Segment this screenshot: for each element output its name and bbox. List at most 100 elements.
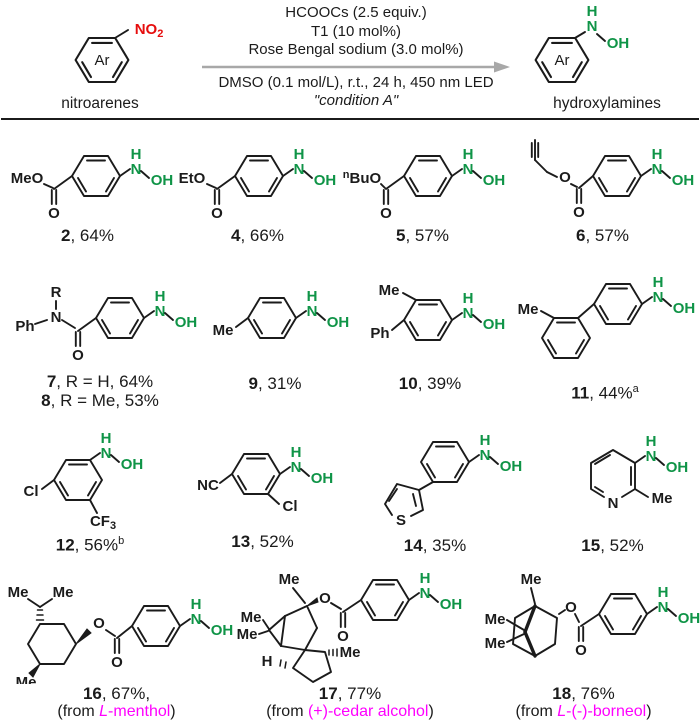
compound-10-card: Me Ph 10, 39% <box>350 262 510 410</box>
me-label: Me <box>518 301 539 318</box>
reagent-line: HCOOCs (2.5 equiv.) <box>285 4 427 21</box>
compound-yield: , 67%, <box>101 684 151 703</box>
compound-5-card: nBuO 5, 57% <box>340 126 505 258</box>
note-prefix: (from <box>57 703 100 720</box>
ring-n-atom: N <box>608 495 619 512</box>
compound-yield: , 52% <box>250 532 294 551</box>
compound-note: (from L-(-)-borneol) <box>515 703 651 721</box>
condition-name: "condition A" <box>313 92 399 109</box>
me-label: Me <box>340 644 361 661</box>
compound-label: 4, 66% <box>231 226 284 245</box>
compound-label: 6, 57% <box>576 226 629 245</box>
compound-yield: , 35% <box>422 536 467 555</box>
compound-label: 15, 52% <box>581 536 643 555</box>
compound-yield: , 64% <box>70 226 114 245</box>
structure-hydroxylamine: Ar N H OH <box>534 6 630 84</box>
compound-14-card: S 14, 35% <box>345 418 525 558</box>
structure-compound-6: O <box>530 139 696 222</box>
structure-compound-14: S <box>384 431 524 529</box>
nc-label: NC <box>197 477 219 494</box>
structure-compound-2: MeO <box>11 145 175 223</box>
structure-compound-17: Me O Me Me Me H <box>237 569 464 683</box>
compound-number: 14 <box>403 536 423 555</box>
note-prefix: (from <box>515 703 558 720</box>
footnote-sup: a <box>632 383 639 395</box>
r-label: R <box>51 284 62 301</box>
compound-label: 17, 77% <box>319 684 381 703</box>
compound-label: 13, 52% <box>231 532 293 551</box>
compound-number: 6 <box>576 226 586 245</box>
compound-7-8-card: N R Ph 7, R = H, 64% 8, R = Me, 53% <box>0 262 200 410</box>
compound-yield: , 76% <box>571 684 615 703</box>
note-source: (+)-cedar alcohol <box>307 703 429 720</box>
bonds <box>384 431 524 517</box>
no2-label: NO2 <box>135 21 164 40</box>
compound-yield: , R = Me, 53% <box>50 391 159 410</box>
note-suffix: ) <box>170 703 176 720</box>
cf3-label: CF3 <box>90 513 116 532</box>
structure-compound-16: Me Me O Me <box>8 584 233 684</box>
compound-2-card: MeO 2, 64% <box>0 126 175 258</box>
n-atom: N <box>587 18 598 35</box>
wedge-bond <box>75 628 92 645</box>
ester-o-label: O <box>565 599 577 616</box>
scope-row-3: Cl CF3 12, 56%b NC Cl 13, 52% <box>0 410 700 558</box>
compound-yield: , 57% <box>585 226 629 245</box>
ester-o-label: O <box>319 590 331 607</box>
eto-label: EtO <box>179 170 206 187</box>
compound-number: 7 <box>46 372 57 391</box>
wedge-bond <box>306 597 319 607</box>
compound-label: 7, R = H, 64% <box>47 372 153 391</box>
structure-compound-10: Me Ph <box>370 282 507 342</box>
compound-number: 16 <box>82 684 102 703</box>
compound-yield: , 31% <box>257 374 302 393</box>
bonds <box>34 287 199 365</box>
h-label: H <box>262 653 273 670</box>
compound-yield: , 56% <box>74 535 119 555</box>
bonds <box>258 569 464 683</box>
compound-yield: , 66% <box>240 226 284 245</box>
me-label: Me <box>485 635 506 652</box>
structure-compound-12: Cl CF3 <box>24 429 145 532</box>
bonds <box>379 145 505 223</box>
bonds <box>27 595 233 678</box>
divider-line <box>1 118 699 120</box>
bonds <box>530 139 696 222</box>
note-suffix: ) <box>428 703 434 720</box>
compound-label: 9, 31% <box>249 374 302 393</box>
compound-label: 18, 76% <box>552 684 614 703</box>
me-label: Me <box>8 584 29 601</box>
scope-row-1: MeO 2, 64% EtO 4, 66% <box>0 120 700 258</box>
note-prefix: (from <box>266 703 308 720</box>
compound-number: 9 <box>248 374 258 393</box>
note-stereo: L <box>557 703 567 720</box>
ph-label: Ph <box>370 325 389 342</box>
structure-compound-18: Me Me Me O <box>485 571 700 660</box>
compound-number: 17 <box>318 684 338 703</box>
note-suffix: ) <box>646 703 652 720</box>
note-source: -(-)-borneol <box>566 703 647 720</box>
me-label: Me <box>521 571 542 588</box>
me-label: Me <box>16 674 37 684</box>
scope-row-2: N R Ph 7, R = H, 64% 8, R = Me, 53% Me 9… <box>0 258 700 410</box>
structure-nitroarene: Ar NO2 <box>74 21 164 84</box>
ar-label: Ar <box>555 52 570 69</box>
reagent-line: Rose Bengal sodium (3.0 mol%) <box>248 41 464 58</box>
me-label: Me <box>652 490 673 507</box>
compound-number: 15 <box>581 536 601 555</box>
bonds <box>235 287 350 339</box>
compound-13-card: NC Cl 13, 52% <box>180 418 345 558</box>
scope-row-4: Me Me O Me 16, 67%, (from L-menthol) <box>0 558 700 721</box>
wedge-bond <box>28 663 41 678</box>
product-caption: hydroxylamines <box>553 95 661 112</box>
oh-atom: OH <box>607 35 630 52</box>
compound-label: 12, 56%b <box>56 532 125 555</box>
compound-note: (from (+)-cedar alcohol) <box>266 703 434 721</box>
product-block: Ar N H OH hydroxylamines <box>512 0 700 113</box>
nbuo-label: nBuO <box>343 169 382 187</box>
compound-6-card: O 6, 57% <box>505 126 700 258</box>
substrate-caption: nitroarenes <box>61 95 139 112</box>
compound-12-card: Cl CF3 12, 56%b <box>0 418 180 558</box>
me-label: Me <box>379 282 400 299</box>
cl-label: Cl <box>283 498 298 515</box>
